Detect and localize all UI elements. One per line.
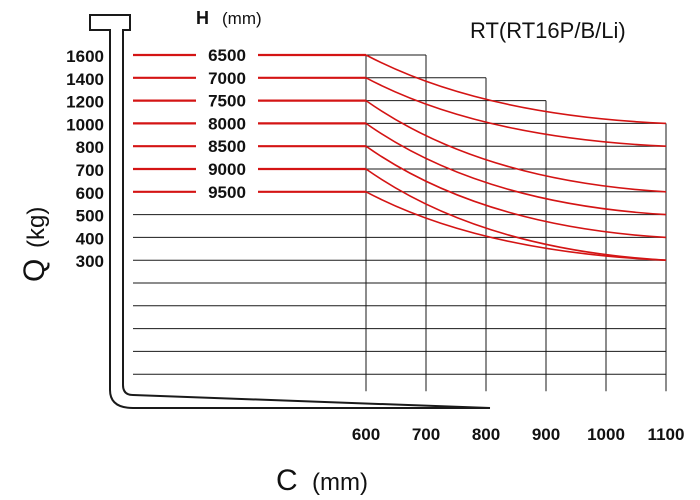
capacity-curve bbox=[365, 77, 667, 147]
x-tick-label: 600 bbox=[352, 425, 380, 444]
y-tick-label: 700 bbox=[76, 161, 104, 180]
y-tick-label: 400 bbox=[76, 229, 104, 248]
x-axis-label: C bbox=[276, 464, 298, 497]
capacity-curve bbox=[365, 99, 667, 193]
y-tick-label: 1400 bbox=[66, 70, 104, 89]
height-label: 9000 bbox=[208, 160, 246, 179]
x-tick-label: 800 bbox=[472, 425, 500, 444]
x-tick-label: 1000 bbox=[587, 425, 625, 444]
y-tick-label: 800 bbox=[76, 138, 104, 157]
x-axis-unit: (mm) bbox=[312, 469, 368, 496]
capacity-curve bbox=[365, 54, 667, 125]
tick-labels: 6500 7000 7500 8000 8500 9000 9500 1600 1400 1200… bbox=[66, 46, 684, 444]
capacity-curve bbox=[365, 168, 667, 261]
height-header: H bbox=[196, 8, 209, 28]
y-tick-label: 300 bbox=[76, 252, 104, 271]
fork-outline bbox=[89, 14, 491, 409]
capacity-curve bbox=[365, 122, 667, 216]
capacity-curves bbox=[365, 54, 667, 261]
height-label: 8000 bbox=[208, 114, 246, 133]
y-tick-label: 1200 bbox=[66, 93, 104, 112]
chart-title: RT(RT16P/B/Li) bbox=[470, 18, 626, 43]
capacity-curve bbox=[365, 145, 667, 239]
height-label: 8500 bbox=[208, 137, 246, 156]
height-label: 9500 bbox=[208, 183, 246, 202]
y-tick-label: 1000 bbox=[66, 115, 104, 134]
y-tick-label: 500 bbox=[76, 207, 104, 226]
y-tick-label: 1600 bbox=[66, 47, 104, 66]
x-tick-label: 700 bbox=[412, 425, 440, 444]
height-unit: (mm) bbox=[222, 9, 262, 28]
height-label: 6500 bbox=[208, 46, 246, 65]
height-lines bbox=[133, 53, 366, 193]
x-tick-label: 1100 bbox=[648, 425, 685, 444]
height-label: 7500 bbox=[208, 92, 246, 111]
height-label: 7000 bbox=[208, 69, 246, 88]
y-tick-label: 600 bbox=[76, 184, 104, 203]
x-tick-label: 900 bbox=[532, 425, 560, 444]
capacity-curve bbox=[365, 191, 667, 261]
y-axis-unit: (kg) bbox=[23, 207, 50, 248]
grid bbox=[133, 54, 667, 392]
y-axis-label: Q bbox=[18, 259, 51, 282]
